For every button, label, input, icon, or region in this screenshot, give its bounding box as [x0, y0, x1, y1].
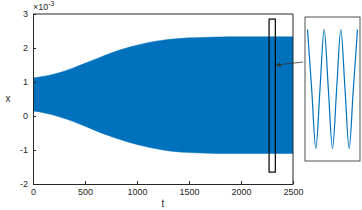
tick-label: 0: [23, 111, 28, 121]
frame-right: [293, 14, 294, 184]
inset-frame: [305, 17, 360, 161]
tick-mark: [137, 181, 138, 184]
tick: 1: [23, 77, 36, 87]
axis-line: [34, 184, 294, 185]
frame-top: [33, 14, 293, 15]
tick-label: 2: [23, 43, 28, 53]
tick: 500: [78, 181, 93, 197]
tick: 2000: [231, 181, 251, 197]
exponent-power: -3: [48, 0, 54, 7]
tick-label: 2500: [283, 187, 303, 197]
plot-area: [33, 37, 293, 154]
tick-label: 2000: [231, 187, 251, 197]
tick-mark: [189, 181, 190, 184]
tick-mark: [33, 116, 36, 117]
tick-mark: [85, 181, 86, 184]
x-axis-label: t: [162, 198, 165, 209]
tick-label: 1000: [127, 187, 147, 197]
tick-mark: [33, 82, 36, 83]
tick-label: 500: [78, 187, 93, 197]
tick-label: 1: [23, 77, 28, 87]
tick-label: 0: [31, 187, 36, 197]
tick-label: 3: [23, 9, 28, 19]
tick: 1000: [127, 181, 147, 197]
tick: -1: [20, 145, 36, 155]
tick-mark: [241, 181, 242, 184]
tick: 1500: [179, 181, 199, 197]
tick-mark: [33, 150, 36, 151]
tick-mark: [33, 184, 36, 185]
oscillation-band: [33, 37, 293, 154]
tick-label: -1: [20, 145, 28, 155]
tick-label: 1500: [179, 187, 199, 197]
axis-line: [33, 15, 34, 185]
zoom-box: [269, 19, 275, 172]
tick-label: -2: [20, 179, 28, 189]
zoom-arrow: [276, 62, 303, 65]
inset-plot: [308, 30, 358, 149]
y-axis-label: x: [6, 93, 11, 104]
exponent-base: ×10: [33, 2, 48, 12]
tick: -2: [20, 179, 36, 189]
tick: 2: [23, 43, 36, 53]
x-axis: 0 500 1000 1500 2000 2500: [31, 181, 304, 197]
axis-exponent: ×10-3: [33, 0, 55, 12]
chart: 0 500 1000 1500 2000 2500 -2 -1 0 1 2 3 t x ×10-3: [0, 0, 362, 210]
inset-line: [308, 30, 358, 149]
y-axis: -2 -1 0 1 2 3: [20, 9, 36, 189]
tick-mark: [33, 48, 36, 49]
tick: 0: [23, 111, 36, 121]
